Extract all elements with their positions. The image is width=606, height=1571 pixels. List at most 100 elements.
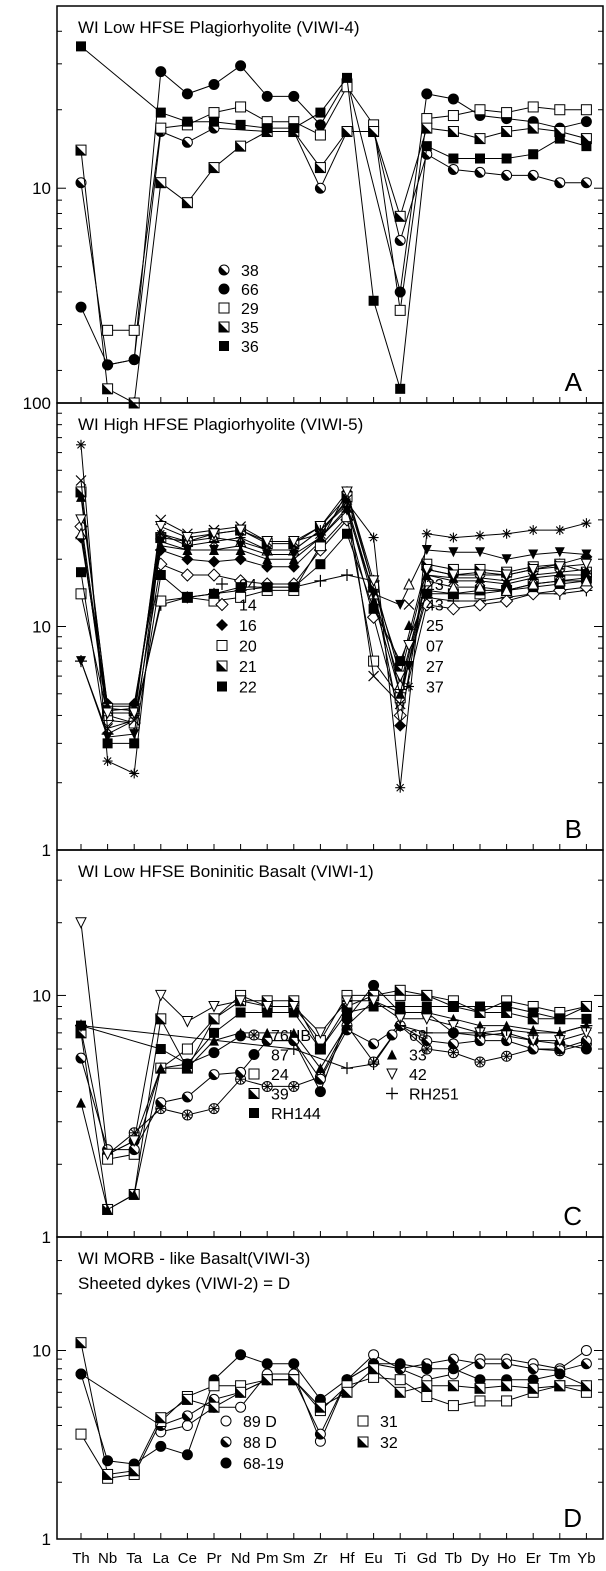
data-point — [76, 567, 86, 578]
data-point — [181, 1449, 193, 1461]
x-tick-label-ho: Ho — [497, 1550, 516, 1567]
legend-label: RH251 — [409, 1087, 459, 1104]
legend-item-20: 20 — [216, 639, 257, 656]
legend-marker — [218, 264, 230, 276]
x-tick-label-tb: Tb — [445, 1550, 463, 1567]
series-line — [80, 509, 587, 738]
data-point — [209, 116, 219, 127]
data-point — [129, 768, 140, 779]
y-tick-label: 10 — [32, 986, 51, 1005]
legend-item-68-19: 68-19 — [220, 1456, 284, 1473]
data-point — [368, 596, 379, 607]
data-point — [581, 549, 592, 560]
data-point — [128, 1135, 141, 1147]
data-point — [395, 1001, 406, 1012]
panel-title: WI High HFSE Plagiorhyolite (VIWI-5) — [78, 415, 363, 434]
data-point — [314, 1401, 326, 1413]
data-point — [395, 599, 406, 610]
data-point — [261, 1000, 274, 1013]
legend-label: 32 — [380, 1435, 398, 1452]
series-32 — [75, 1337, 592, 1480]
data-point — [394, 1374, 406, 1386]
data-point — [341, 126, 353, 138]
data-point — [155, 595, 167, 607]
data-point — [580, 116, 592, 128]
data-point — [76, 491, 86, 502]
legend-marker — [357, 1436, 369, 1448]
panel-title: WI MORB - like Basalt(VIWI-3) — [78, 1249, 310, 1268]
series-line — [80, 444, 587, 788]
data-point — [554, 177, 566, 189]
data-point — [128, 354, 140, 366]
data-point — [474, 1056, 486, 1068]
series-35 — [75, 122, 592, 409]
panel-letter: B — [565, 814, 582, 844]
data-point — [499, 594, 514, 608]
legend-label: 31 — [380, 1414, 398, 1431]
data-point — [181, 532, 194, 544]
panel-subtitle: Sheeted dykes (VIWI-2) = D — [78, 1274, 290, 1293]
data-point — [235, 101, 247, 113]
data-point — [101, 707, 114, 720]
legend-label: 23 — [426, 577, 444, 594]
y-axis-ticks — [57, 1236, 603, 1540]
legend-label: 20 — [239, 639, 257, 656]
legend-marker — [216, 578, 228, 590]
legend-item-23: 23 — [403, 577, 444, 594]
data-point — [181, 1410, 193, 1422]
x-tick-label-yb: Yb — [577, 1550, 595, 1567]
data-point — [527, 1363, 539, 1375]
data-point — [235, 1401, 247, 1413]
data-point — [208, 1047, 220, 1059]
legend-label: 38 — [241, 263, 259, 280]
data-point — [208, 107, 220, 119]
data-point — [580, 1019, 593, 1032]
panel-frame — [56, 1236, 604, 1540]
data-point — [314, 1428, 326, 1440]
data-point — [421, 1001, 432, 1012]
legend-label: 88 D — [243, 1435, 277, 1452]
data-point — [235, 1007, 246, 1018]
x-tick-label-la: La — [152, 1550, 169, 1567]
data-point — [528, 525, 539, 536]
data-point — [314, 1073, 326, 1085]
data-point — [235, 119, 246, 130]
data-point — [181, 553, 194, 566]
data-point — [447, 1026, 460, 1039]
series-line — [80, 503, 587, 712]
data-point — [314, 182, 326, 194]
legend-label: 14 — [239, 598, 257, 615]
x-axis-ticks — [80, 1533, 587, 1539]
legend: 94 14 16 20 21 22 23 43 25 07 27 37 — [215, 577, 444, 697]
data-point — [341, 568, 353, 581]
data-point — [527, 577, 540, 590]
data-point — [554, 1043, 566, 1055]
data-point — [368, 670, 380, 682]
legend-item-88-d: 88 D — [220, 1435, 277, 1452]
data-point — [75, 1052, 87, 1064]
data-point — [447, 1380, 459, 1392]
y-axis-ticks — [57, 849, 603, 1238]
data-point — [421, 1043, 433, 1055]
data-point — [261, 1374, 273, 1386]
y-axis-ticks — [57, 5, 603, 371]
data-point — [182, 540, 193, 551]
data-point — [181, 1016, 194, 1028]
data-point — [208, 1401, 220, 1413]
legend-marker — [357, 1415, 369, 1427]
data-point — [554, 133, 565, 144]
panel-c: 10 1 WI Low HFSE Boninitic Basalt (VIWI-1)… — [32, 849, 604, 1247]
data-point — [75, 301, 87, 313]
data-point — [448, 588, 459, 599]
panel-letter: A — [565, 367, 583, 397]
data-point — [75, 527, 87, 540]
legend-label: 43 — [426, 598, 444, 615]
data-point — [580, 1344, 592, 1356]
data-point — [527, 1382, 539, 1394]
data-point — [581, 1013, 592, 1024]
data-point — [181, 88, 193, 100]
legend-marker — [403, 640, 415, 652]
data-point — [288, 1358, 300, 1370]
data-point — [102, 1468, 114, 1480]
panel-d: 10 1 WI MORB - like Basalt(VIWI-3) Sheeted … — [32, 1236, 604, 1549]
